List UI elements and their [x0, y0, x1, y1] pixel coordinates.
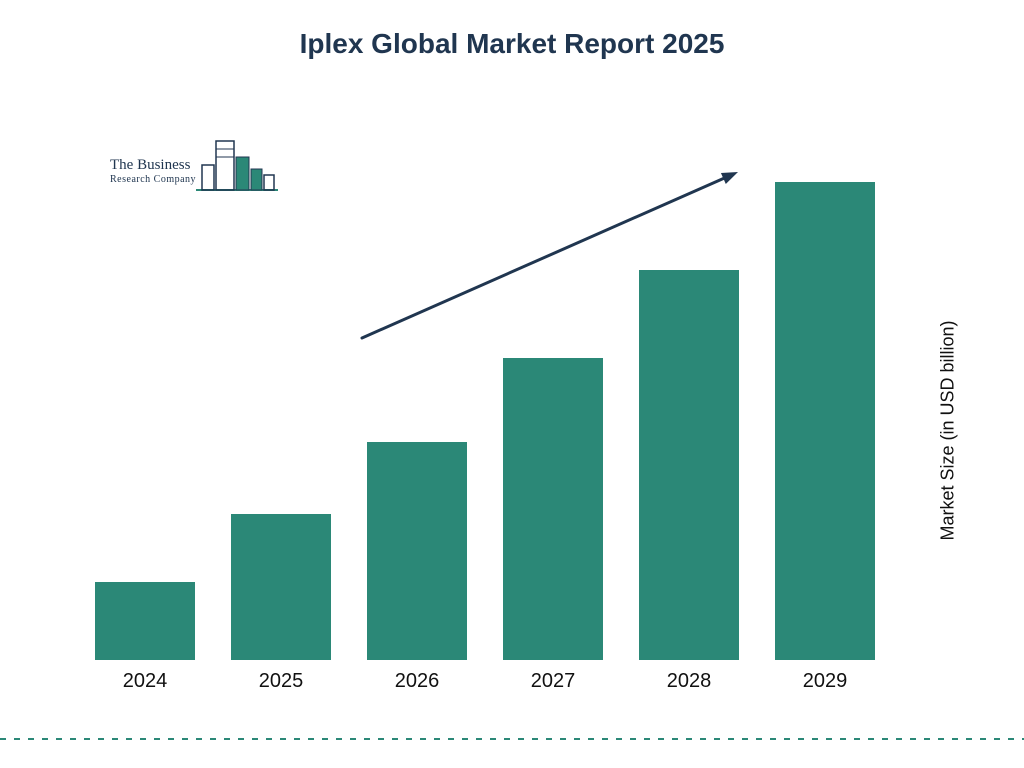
bar-2026: [367, 442, 467, 660]
x-axis-label-2029: 2029: [775, 670, 875, 693]
x-axis-label-2024: 2024: [95, 670, 195, 693]
bar-2024: [95, 582, 195, 660]
chart-title: Iplex Global Market Report 2025: [0, 28, 1024, 60]
bar-2028: [639, 270, 739, 660]
bar-2025: [231, 514, 331, 660]
bar-2029: [775, 182, 875, 660]
x-axis-label-2028: 2028: [639, 670, 739, 693]
x-axis-label-2027: 2027: [503, 670, 603, 693]
footer-dashed-line: [0, 738, 1024, 740]
x-axis-label-2026: 2026: [367, 670, 467, 693]
bar-chart: [90, 140, 910, 660]
bar-2027: [503, 358, 603, 660]
x-axis-label-2025: 2025: [231, 670, 331, 693]
y-axis-label: Market Size (in USD billion): [938, 281, 959, 581]
page-root: Iplex Global Market Report 2025 The Busi…: [0, 0, 1024, 768]
